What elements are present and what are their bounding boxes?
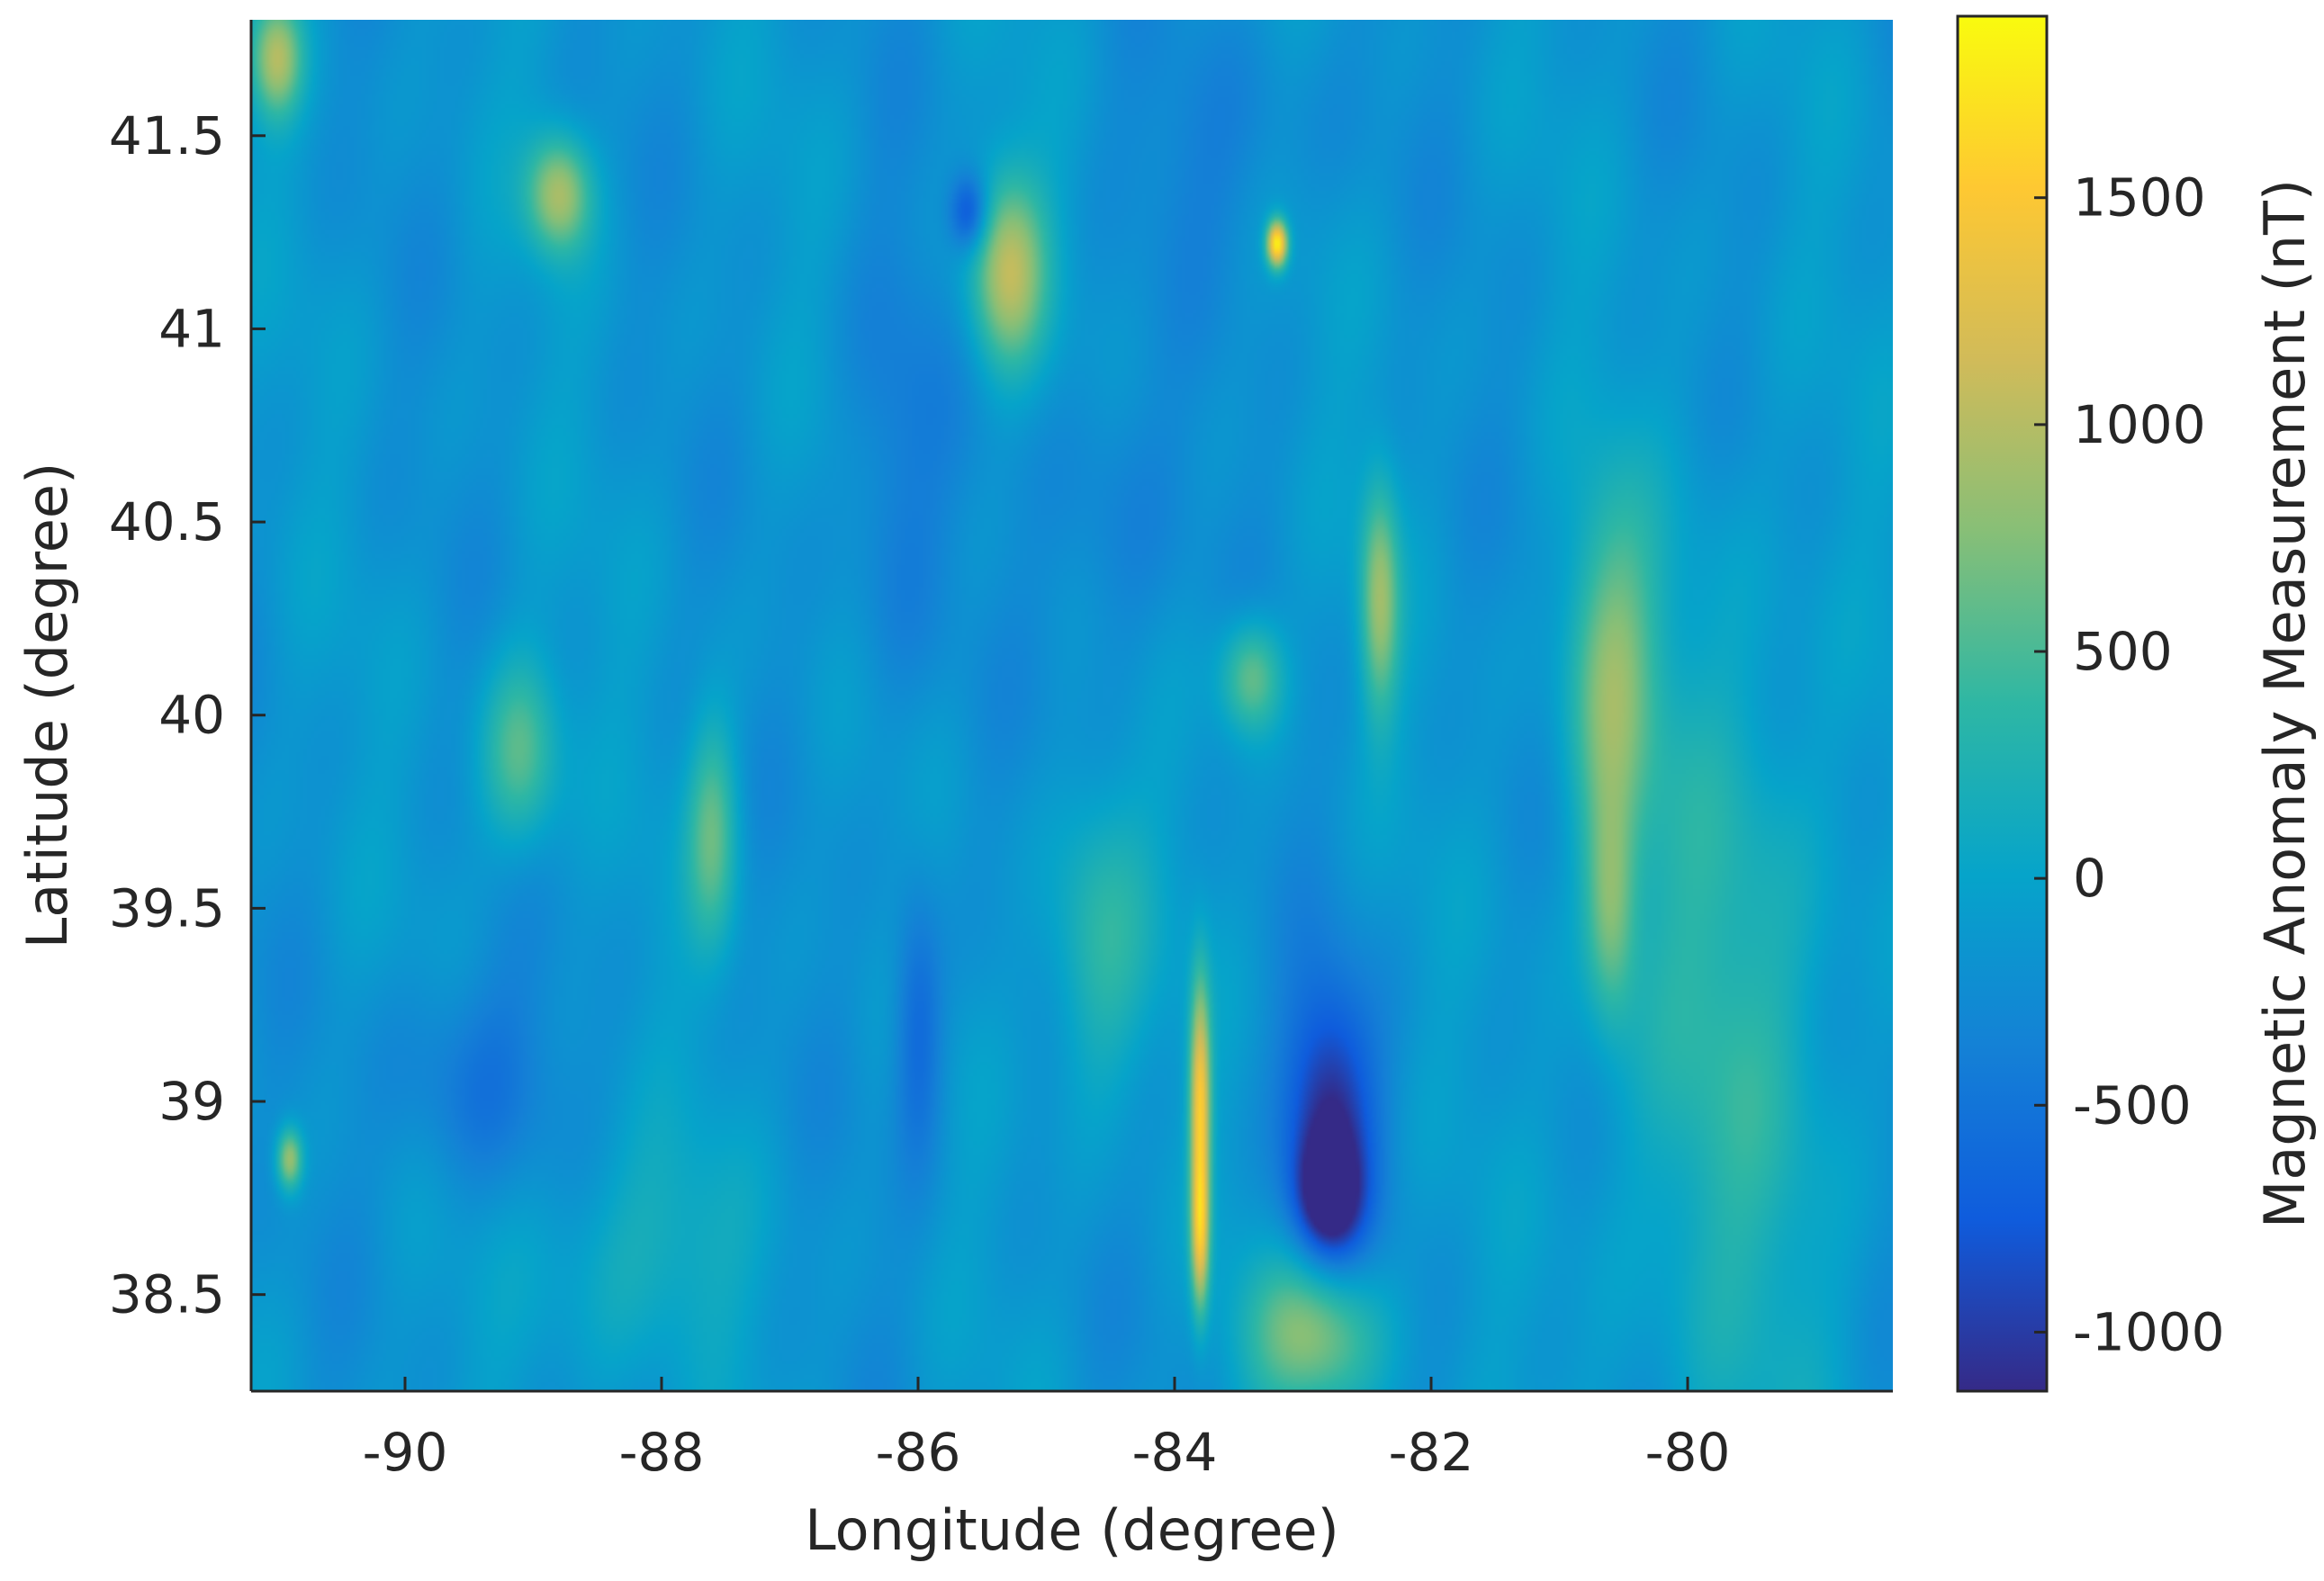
heatmap-image	[251, 20, 1893, 1391]
y-tick-label: 39	[158, 1071, 225, 1132]
colorbar-gradient	[1956, 14, 2049, 1393]
y-tick-label: 40	[158, 685, 225, 746]
x-tick-label: -80	[1645, 1422, 1731, 1483]
y-axis-label: Latitude (degree)	[14, 463, 80, 949]
y-tick-label: 40.5	[109, 491, 225, 552]
colorbar-label: Magnetic Anomaly Measurement (nT)	[2252, 179, 2318, 1228]
x-ticks: -90 -88 -86 -84 -82 -80	[363, 1377, 1731, 1483]
colorbar-tick-label: 1000	[2073, 394, 2206, 455]
x-tick-label: -84	[1132, 1422, 1218, 1483]
x-tick-label: -86	[876, 1422, 961, 1483]
axes: -90 -88 -86 -84 -82 -80 38.5 39 39.5 40 40.5 41 41.…	[14, 20, 1893, 1563]
y-tick-label: 41.5	[109, 105, 225, 166]
colorbar-ticks: -1000 -500 0 500 1000 1500	[2034, 167, 2225, 1362]
y-tick-label: 41	[158, 298, 225, 359]
x-tick-label: -90	[363, 1422, 448, 1483]
y-tick-label: 38.5	[109, 1264, 225, 1325]
colorbar-tick-label: -500	[2073, 1074, 2192, 1136]
y-tick-label: 39.5	[109, 877, 225, 939]
y-ticks: 38.5 39 39.5 40 40.5 41 41.5	[109, 105, 266, 1325]
colorbar: -1000 -500 0 500 1000 1500 Magnetic Anomaly M…	[1956, 14, 2318, 1393]
colorbar-tick-label: -1000	[2073, 1301, 2225, 1362]
colorbar-tick-label: 0	[2073, 848, 2106, 909]
x-tick-label: -82	[1389, 1422, 1474, 1483]
x-axis-label: Longitude (degree)	[805, 1497, 1339, 1563]
colorbar-tick-label: 500	[2073, 621, 2173, 682]
heatmap-plot-area	[251, 20, 1893, 1391]
x-tick-label: -88	[619, 1422, 705, 1483]
colorbar-tick-label: 1500	[2073, 167, 2206, 229]
